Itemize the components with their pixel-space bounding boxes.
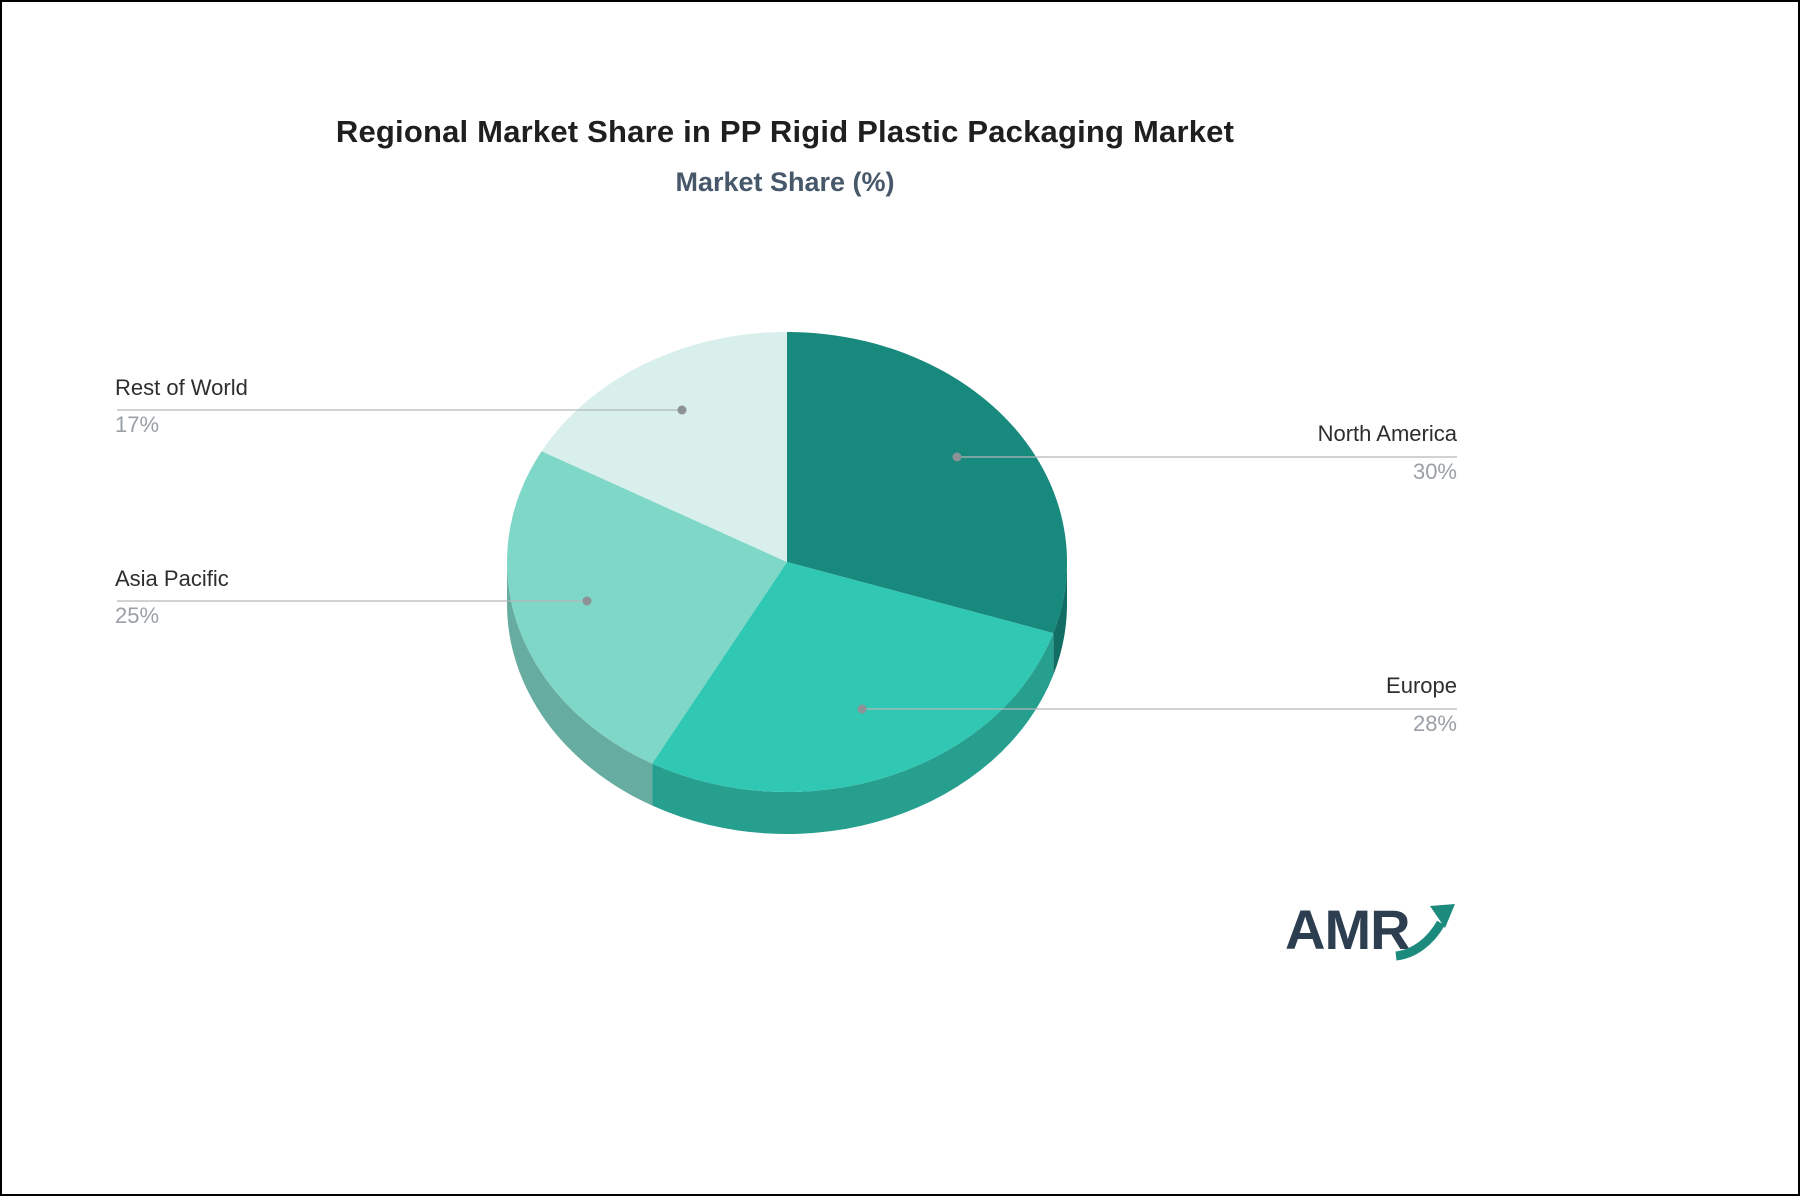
logo-arrow-icon xyxy=(1394,904,1455,961)
pie-slice-rest-of-world xyxy=(541,332,787,562)
callout-label-europe: Europe xyxy=(1386,673,1457,698)
pie-slice-north-america xyxy=(787,332,1067,634)
pie-slice-asia-pacific xyxy=(507,451,787,764)
pie-slice-side-europe xyxy=(652,633,1054,834)
leader-dot-asia-pacific xyxy=(582,596,592,606)
leader-dot-rest-of-world xyxy=(677,405,687,415)
logo-text: AMR xyxy=(1285,898,1411,961)
chart-subtitle: Market Share (%) xyxy=(675,167,895,197)
pie-slice-europe xyxy=(652,562,1054,792)
callout-label-rest-of-world: Rest of World xyxy=(115,375,248,400)
leader-dot-europe xyxy=(857,704,867,714)
pie-slice-side-asia-pacific xyxy=(507,562,653,806)
callout-value-rest-of-world: 17% xyxy=(115,412,160,437)
leader-dot-north-america xyxy=(952,452,962,462)
chart-title: Regional Market Share in PP Rigid Plasti… xyxy=(335,114,1235,149)
amr-logo: AMR xyxy=(1285,900,1456,962)
callout-value-europe: 28% xyxy=(1412,711,1457,736)
callout-label-asia-pacific: Asia Pacific xyxy=(115,566,229,591)
callout-value-north-america: 30% xyxy=(1412,459,1457,484)
callout-label-north-america: North America xyxy=(1317,421,1457,446)
pie-slice-side-north-america xyxy=(1053,562,1067,676)
callout-value-asia-pacific: 25% xyxy=(115,603,160,628)
